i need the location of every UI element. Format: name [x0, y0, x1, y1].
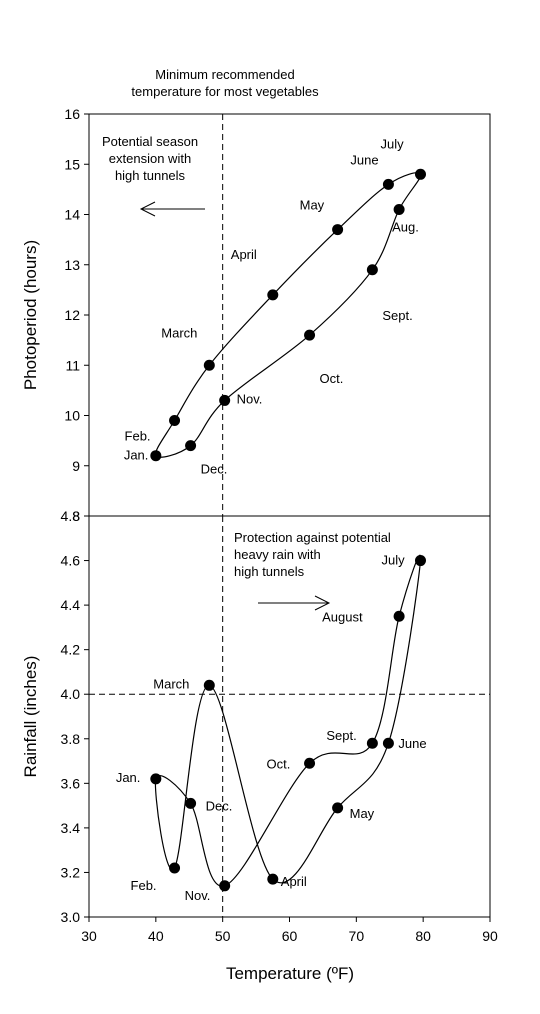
rain-y-tick-label: 3.2: [61, 864, 81, 880]
rain-data-point: [169, 862, 181, 874]
photo-data-point: [366, 264, 378, 276]
rain-y-tick-label: 3.8: [61, 731, 81, 747]
rain-data-point: [382, 737, 394, 749]
rain-y-tick-label: 4.8: [61, 508, 81, 524]
rain-data-point: [267, 873, 279, 885]
rain-data-point: [219, 880, 231, 892]
photo-y-tick-label: 16: [64, 106, 80, 122]
x-tick-label: 60: [282, 928, 298, 944]
rain-y-tick-label: 4.0: [61, 686, 81, 702]
rain-point-label: Sept.: [326, 728, 356, 743]
rain-point-label: August: [322, 609, 363, 624]
rain-point-label: Oct.: [267, 756, 291, 771]
photo-data-point: [219, 394, 231, 406]
rain-data-point: [185, 797, 197, 809]
photo-data-point: [332, 224, 344, 236]
rain-point-label: April: [281, 874, 307, 889]
photo-y-tick-label: 15: [64, 156, 80, 172]
rain-data-point: [414, 555, 426, 567]
rain-point-label: Jan.: [116, 770, 141, 785]
rain-point-label: July: [381, 553, 405, 568]
photo-point-label: March: [161, 325, 197, 340]
photo-point-label: Dec.: [201, 462, 228, 477]
x-tick-label: 90: [482, 928, 498, 944]
photo-point-label: Aug.: [392, 219, 419, 234]
rain-data-point: [304, 757, 316, 769]
rain-y-tick-label: 3.4: [61, 820, 81, 836]
x-tick-label: 50: [215, 928, 231, 944]
rain-data-point: [332, 802, 344, 814]
photo-annotation-line: extension with: [109, 151, 191, 166]
rain-data-point: [366, 737, 378, 749]
rain-y-tick-label: 3.0: [61, 909, 81, 925]
photo-data-point: [267, 289, 279, 301]
header-line-1: Minimum recommended: [155, 67, 294, 82]
rain-point-label: Nov.: [185, 888, 211, 903]
photo-y-tick-label: 13: [64, 257, 80, 273]
photo-point-label: Nov.: [237, 391, 263, 406]
photo-data-point: [414, 168, 426, 180]
rain-annotation-line: heavy rain with: [234, 547, 321, 562]
photo-annotation-line: Potential season: [102, 134, 198, 149]
photo-point-label: Jan.: [124, 448, 149, 463]
x-tick-label: 30: [81, 928, 97, 944]
photo-y-tick-label: 8: [72, 508, 80, 524]
photo-point-label: June: [350, 152, 378, 167]
photo-y-tick-label: 9: [72, 458, 80, 474]
photo-y-axis-label: Photoperiod (hours): [21, 240, 40, 390]
photo-y-tick-label: 10: [64, 408, 80, 424]
photo-point-label: Sept.: [382, 308, 412, 323]
photo-y-tick-label: 12: [64, 307, 80, 323]
rain-y-tick-label: 3.6: [61, 775, 81, 791]
photo-point-label: Oct.: [320, 371, 344, 386]
rain-annotation-line: Protection against potential: [234, 530, 391, 545]
photo-point-label: Feb.: [125, 429, 151, 444]
rain-point-label: May: [350, 806, 375, 821]
photo-point-label: May: [300, 198, 325, 213]
rain-y-tick-label: 4.2: [61, 642, 81, 658]
arrow-right-icon: [258, 595, 331, 611]
photo-data-point: [304, 329, 316, 341]
photo-series-line: [154, 172, 422, 458]
rain-data-point: [203, 679, 215, 691]
photo-data-point: [393, 203, 405, 215]
rain-y-tick-label: 4.6: [61, 553, 81, 569]
rain-point-label: Dec.: [206, 798, 233, 813]
rain-annotation-line: high tunnels: [234, 564, 305, 579]
rain-point-label: Feb.: [131, 878, 157, 893]
photo-point-label: July: [380, 136, 404, 151]
photo-y-tick-label: 11: [65, 357, 80, 373]
rain-data-point: [150, 773, 162, 785]
rain-y-axis-label: Rainfall (inches): [21, 656, 40, 778]
rain-point-label: June: [398, 736, 426, 751]
photo-data-point: [203, 359, 215, 371]
photo-data-point: [150, 450, 162, 462]
photo-data-point: [382, 178, 394, 190]
rain-data-point: [393, 610, 405, 622]
x-tick-label: 70: [349, 928, 365, 944]
x-tick-label: 80: [415, 928, 431, 944]
photo-y-tick-label: 14: [64, 207, 80, 223]
header-line-2: temperature for most vegetables: [131, 84, 319, 99]
x-axis-label: Temperature (ºF): [226, 964, 354, 983]
x-tick-label: 40: [148, 928, 164, 944]
photo-point-label: April: [231, 247, 257, 262]
photo-annotation-line: high tunnels: [115, 168, 186, 183]
rain-y-tick-label: 4.4: [61, 597, 81, 613]
arrow-left-icon: [139, 201, 205, 217]
photo-data-point: [169, 415, 181, 427]
rain-point-label: March: [153, 676, 189, 691]
photo-data-point: [185, 440, 197, 452]
rain-series-line: [154, 554, 422, 887]
